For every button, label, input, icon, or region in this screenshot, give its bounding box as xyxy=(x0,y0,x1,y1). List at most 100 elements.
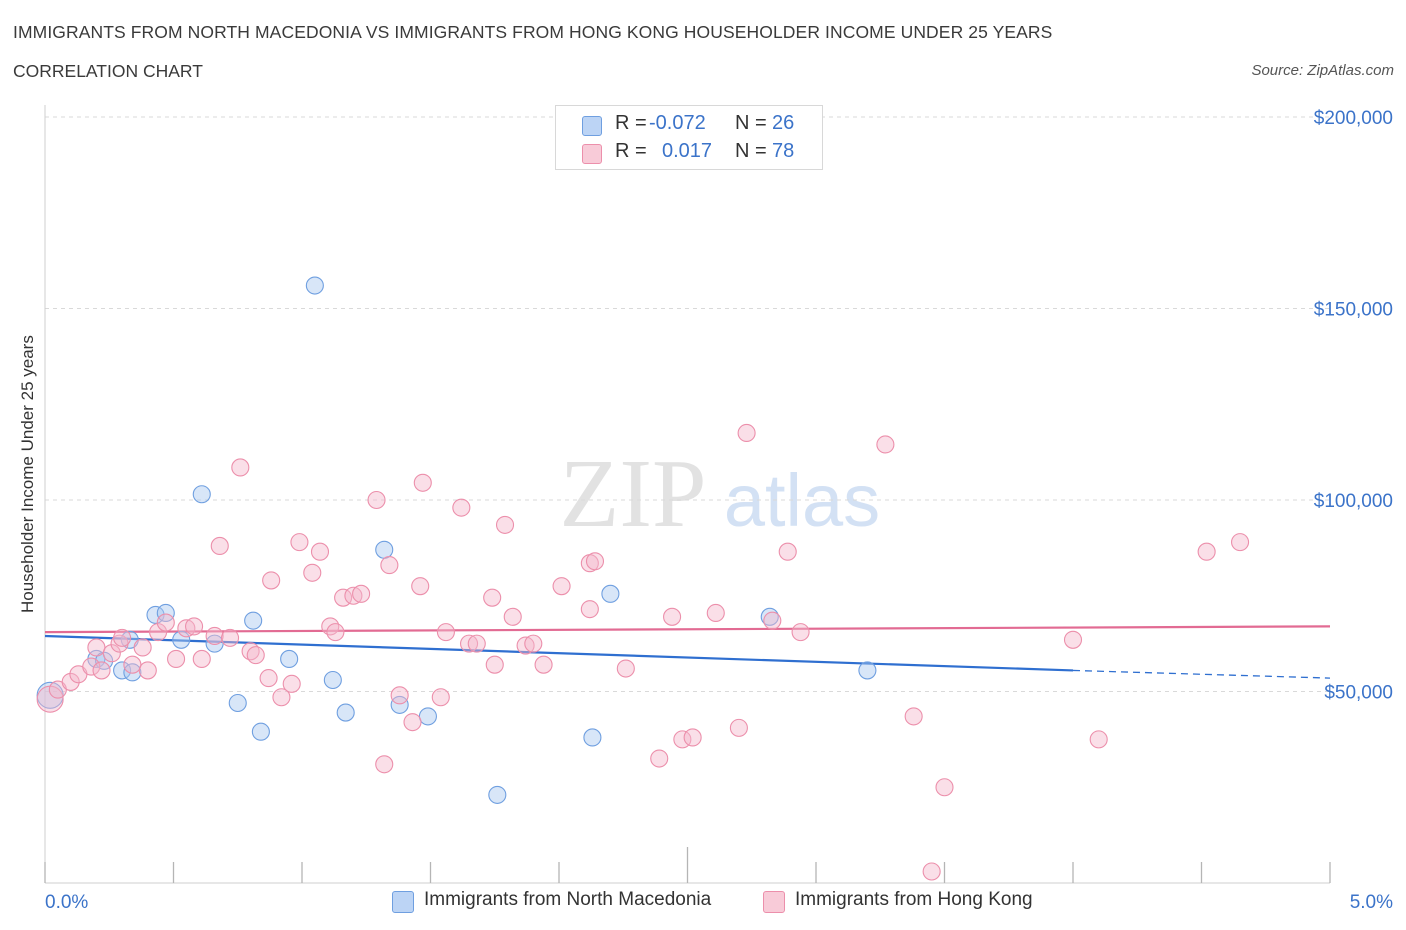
point-hongkong xyxy=(210,536,229,556)
y-tick-label: $50,000 xyxy=(1324,683,1393,704)
point-hongkong xyxy=(1197,542,1216,561)
point-hongkong xyxy=(272,688,291,707)
legend-label: Immigrants from Hong Kong xyxy=(795,889,1033,910)
point-hongkong xyxy=(205,626,224,646)
chart-subtitle: CORRELATION CHART xyxy=(13,61,203,81)
point-hongkong xyxy=(123,655,142,674)
point-hongkong xyxy=(516,636,535,655)
point-hongkong xyxy=(185,617,204,636)
point-hongkong xyxy=(503,607,522,626)
trend-line-macedonia xyxy=(44,634,1074,672)
x-tick-label: 5.0% xyxy=(1350,892,1393,913)
y-axis-label: Householder Income Under 25 years xyxy=(18,335,37,613)
point-hongkong xyxy=(778,542,797,561)
point-hongkong xyxy=(495,515,515,534)
data-points xyxy=(36,276,1250,881)
point-hongkong xyxy=(763,611,782,630)
point-hongkong xyxy=(706,603,725,623)
point-macedonia xyxy=(305,276,324,295)
point-hongkong xyxy=(138,661,157,680)
n-value: 26 xyxy=(772,112,795,134)
point-hongkong xyxy=(876,435,895,454)
point-hongkong xyxy=(1063,630,1083,649)
legend-label: Immigrants from North Macedonia xyxy=(424,889,712,910)
point-hongkong xyxy=(177,619,196,638)
point-macedonia xyxy=(228,693,247,713)
point-macedonia xyxy=(336,703,355,722)
n-value: 78 xyxy=(772,140,795,162)
point-hongkong xyxy=(534,655,553,674)
point-hongkong xyxy=(231,458,250,477)
point-hongkong xyxy=(485,655,504,674)
r-label: R = xyxy=(615,112,647,134)
r-value: 0.017 xyxy=(662,140,713,162)
watermark: ZIP atlas xyxy=(560,440,881,548)
point-hongkong xyxy=(282,674,301,693)
point-macedonia xyxy=(601,584,620,603)
watermark-zip: ZIP xyxy=(560,440,707,548)
point-hongkong xyxy=(616,659,635,678)
point-hongkong xyxy=(156,613,175,632)
point-hongkong xyxy=(375,755,394,774)
point-hongkong xyxy=(436,623,455,642)
point-hongkong xyxy=(246,646,265,665)
point-hongkong xyxy=(403,713,422,732)
point-hongkong xyxy=(133,638,152,657)
chart-title: IMMIGRANTS FROM NORTH MACEDONIA VS IMMIG… xyxy=(13,22,1053,42)
macedonia-swatch xyxy=(582,116,602,136)
point-macedonia xyxy=(488,785,507,804)
point-hongkong xyxy=(922,862,941,881)
point-hongkong xyxy=(413,473,432,492)
point-macedonia xyxy=(375,540,394,559)
point-hongkong xyxy=(452,498,471,517)
point-hongkong xyxy=(411,577,430,596)
point-hongkong xyxy=(87,638,106,657)
n-label: N = xyxy=(735,140,767,162)
trend-lines xyxy=(44,625,1331,679)
y-tick-label: $200,000 xyxy=(1314,108,1393,129)
point-hongkong xyxy=(1089,730,1108,749)
trend-line-macedonia-extension xyxy=(1072,669,1331,679)
point-hongkong xyxy=(791,623,810,642)
point-hongkong xyxy=(737,423,756,443)
point-macedonia xyxy=(244,611,263,630)
point-hongkong xyxy=(380,556,399,575)
point-hongkong xyxy=(650,749,669,768)
point-hongkong xyxy=(262,571,281,590)
gridlines xyxy=(45,116,1330,692)
y-tick-label: $100,000 xyxy=(1314,491,1393,512)
point-hongkong xyxy=(729,718,748,737)
legend-swatch xyxy=(392,891,414,913)
point-hongkong xyxy=(61,672,80,691)
point-hongkong xyxy=(303,563,322,582)
point-hongkong xyxy=(663,607,682,626)
point-hongkong xyxy=(310,542,330,561)
point-hongkong xyxy=(259,669,278,688)
point-hongkong xyxy=(367,490,386,510)
point-hongkong xyxy=(585,552,605,571)
point-hongkong xyxy=(344,586,363,605)
legend-swatch xyxy=(763,891,785,913)
trend-line-hongkong xyxy=(44,625,1331,634)
point-macedonia xyxy=(323,670,342,690)
point-hongkong xyxy=(167,649,186,668)
point-hongkong xyxy=(220,628,240,647)
point-macedonia xyxy=(418,707,437,726)
point-hongkong xyxy=(149,623,168,642)
point-hongkong xyxy=(1231,533,1250,552)
point-macedonia xyxy=(583,728,602,747)
point-hongkong xyxy=(92,661,111,680)
point-hongkong xyxy=(82,657,101,676)
n-label: N = xyxy=(735,112,767,134)
point-macedonia xyxy=(123,663,142,682)
y-tick-label: $150,000 xyxy=(1314,300,1393,321)
point-hongkong xyxy=(192,649,211,668)
point-macedonia xyxy=(280,649,299,668)
point-hongkong xyxy=(352,584,371,603)
point-hongkong xyxy=(290,533,309,552)
point-hongkong xyxy=(459,634,479,653)
r-label: R = xyxy=(615,140,647,162)
point-hongkong xyxy=(431,688,450,707)
point-macedonia xyxy=(172,630,191,649)
point-hongkong xyxy=(390,686,409,705)
